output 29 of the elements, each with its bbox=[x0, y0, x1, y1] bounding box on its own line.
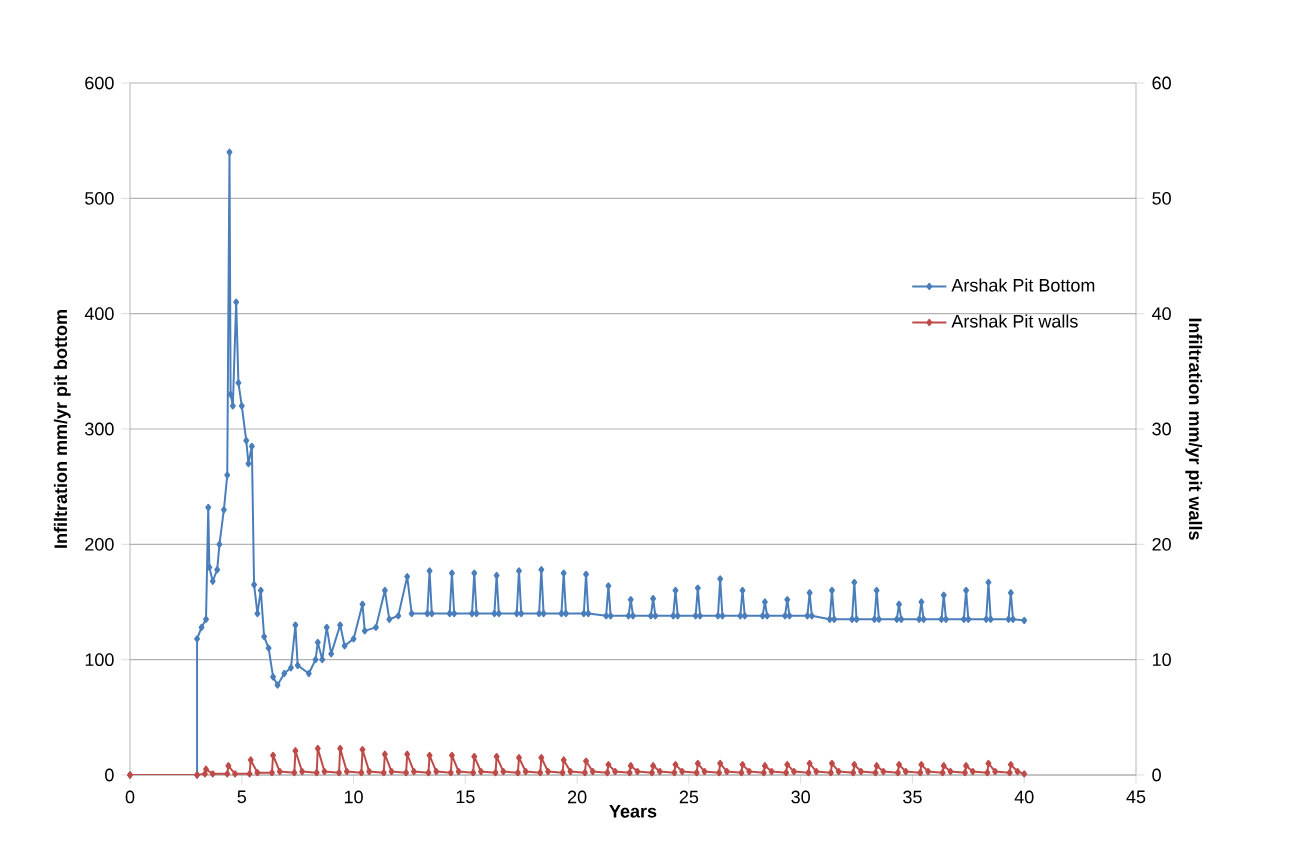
x-tick-label: 35 bbox=[903, 790, 922, 804]
y2-tick-label: 40 bbox=[1152, 307, 1171, 321]
y-tick-label: 400 bbox=[84, 307, 114, 321]
y-tick-label: 300 bbox=[85, 422, 114, 436]
legend-label: Arshak Pit walls bbox=[951, 314, 1078, 328]
x-tick-label: 15 bbox=[456, 790, 475, 804]
y2-axis-title: Infiltration mm/yr pit walls bbox=[1185, 318, 1203, 540]
y-axis-title: Infiltration mm/yr pit bottom bbox=[53, 310, 71, 548]
y2-tick-label: 30 bbox=[1152, 422, 1171, 436]
x-tick-label: 10 bbox=[344, 790, 363, 804]
x-tick-label: 45 bbox=[1126, 790, 1146, 804]
y2-tick-label: 50 bbox=[1152, 191, 1171, 205]
y-tick-label: 100 bbox=[85, 653, 114, 667]
y2-tick-label: 60 bbox=[1152, 76, 1171, 90]
x-tick-label: 25 bbox=[679, 790, 699, 804]
x-tick-label: 0 bbox=[125, 790, 135, 804]
y2-tick-label: 0 bbox=[1152, 768, 1161, 782]
y-tick-label: 200 bbox=[85, 537, 114, 551]
y-tick-label: 500 bbox=[85, 191, 114, 205]
x-tick-label: 20 bbox=[568, 790, 587, 804]
x-tick-label: 30 bbox=[791, 790, 810, 804]
y2-tick-label: 10 bbox=[1152, 653, 1171, 667]
y-tick-label: 600 bbox=[85, 76, 114, 90]
y-tick-label: 0 bbox=[105, 768, 114, 782]
x-tick-label: 40 bbox=[1014, 790, 1034, 804]
y2-tick-label: 20 bbox=[1152, 537, 1171, 551]
x-tick-label: 5 bbox=[237, 790, 247, 804]
x-axis-title: Years bbox=[609, 805, 657, 818]
legend-label: Arshak Pit Bottom bbox=[951, 278, 1095, 292]
